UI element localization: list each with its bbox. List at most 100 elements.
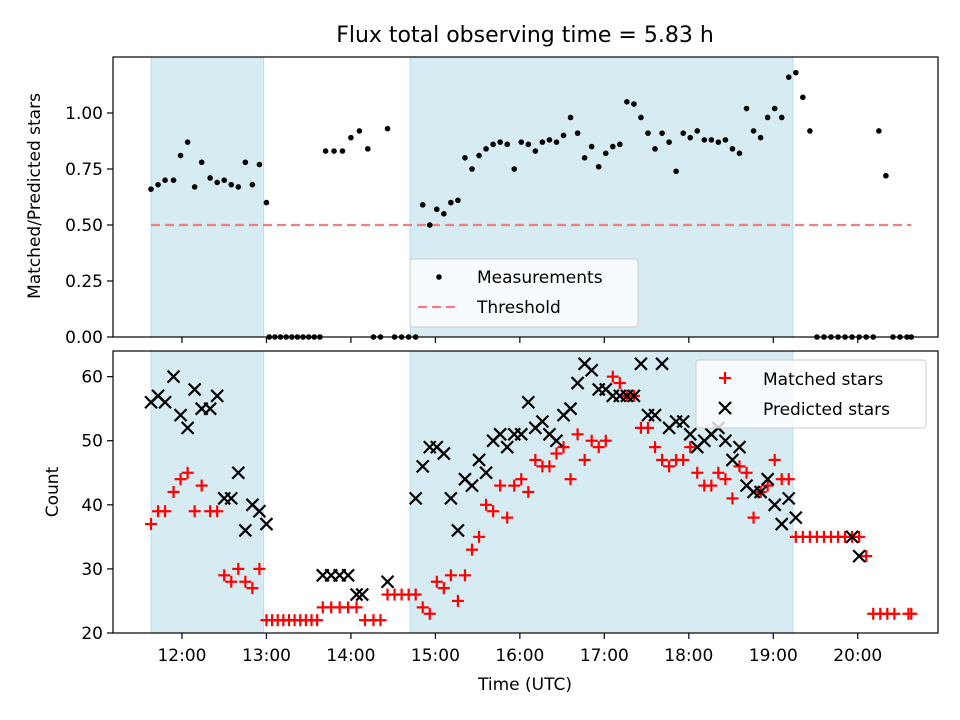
matched-star-point — [733, 460, 746, 473]
predicted-star-point — [408, 491, 423, 506]
measurement-point — [609, 143, 616, 150]
predicted-star-point — [781, 491, 796, 506]
measurement-point — [207, 175, 213, 181]
y-tick-label: 30 — [81, 560, 103, 580]
matched-star-point — [225, 575, 238, 588]
matched-star-point — [712, 466, 725, 479]
measurement-point — [687, 134, 694, 141]
top-title: Flux total observing time = 5.83 h — [336, 23, 714, 48]
matched-star-point — [663, 460, 676, 473]
legend-measurements-label: Measurements — [477, 268, 603, 288]
measurement-point — [198, 159, 205, 166]
matched-star-point — [656, 453, 669, 466]
x-stroke — [158, 395, 172, 410]
top-y-ticks: 0.00 0.25 0.50 0.75 1.00 — [65, 104, 113, 348]
measurement-point — [736, 150, 743, 157]
x-stroke — [774, 517, 789, 531]
predicted-star-point — [845, 530, 859, 544]
x-stroke — [444, 491, 458, 506]
matched-star-point — [350, 601, 363, 614]
x-stroke — [549, 433, 564, 448]
measurement-point — [148, 186, 154, 192]
predicted-star-point — [341, 568, 355, 583]
matched-star-point — [494, 479, 507, 492]
predicted-star-point — [451, 523, 465, 538]
predicted-star-point — [514, 427, 529, 442]
measurement-point — [800, 94, 806, 101]
x-tick-label: 15:00 — [411, 646, 460, 666]
predicted-star-point — [563, 401, 578, 416]
predicted-star-point — [648, 408, 662, 422]
measurement-point — [539, 139, 546, 145]
matched-star-point — [515, 473, 528, 486]
predicted-star-point — [655, 357, 669, 371]
x-stroke — [767, 498, 782, 512]
matched-star-point — [451, 594, 464, 607]
matched-star-point — [585, 434, 598, 447]
predicted-star-point — [210, 389, 224, 403]
x-stroke — [732, 440, 747, 454]
measurement-point — [659, 130, 665, 136]
measurement-point — [419, 202, 426, 208]
measurement-point — [469, 166, 475, 172]
matched-star-point — [888, 607, 901, 620]
x-stroke — [465, 478, 479, 493]
measurement-point — [729, 146, 736, 152]
matched-star-point — [740, 466, 753, 479]
matched-star-point — [641, 421, 654, 434]
matched-star-point — [211, 505, 224, 518]
x-stroke — [493, 427, 507, 442]
matched-star-point — [571, 428, 584, 441]
measurement-point — [525, 141, 532, 148]
shaded-interval — [150, 56, 265, 338]
x-stroke — [739, 478, 754, 493]
predicted-star-point — [535, 414, 550, 429]
matched-star-point — [466, 543, 479, 556]
predicted-star-point — [584, 363, 599, 378]
measurement-point — [448, 199, 454, 206]
bottom-ylabel: Count — [43, 466, 63, 517]
predicted-stars-series — [144, 357, 866, 602]
legend-threshold-label: Threshold — [476, 298, 561, 318]
x-stroke — [341, 568, 355, 583]
measurement-point — [617, 141, 623, 148]
measurement-point — [228, 181, 235, 188]
x-stroke — [598, 382, 613, 397]
x-stroke — [380, 574, 395, 589]
predicted-star-point — [238, 523, 253, 538]
legend-predicted-marker — [718, 401, 732, 415]
matched-star-point — [487, 505, 500, 518]
predicted-star-point — [627, 389, 641, 403]
x-stroke — [166, 369, 181, 384]
measurement-point — [673, 168, 679, 175]
y-tick-label: 60 — [81, 368, 103, 388]
measurement-point — [511, 166, 518, 172]
x-stroke — [845, 530, 859, 544]
measurement-point — [365, 146, 371, 152]
legend-measurements-marker — [436, 274, 442, 280]
x-stroke — [577, 357, 592, 371]
bottom-xlabel: Time (UTC) — [477, 675, 572, 695]
predicted-star-point — [231, 465, 246, 480]
predicted-star-point — [683, 427, 697, 442]
x-stroke — [458, 472, 472, 486]
measurement-point — [750, 128, 757, 134]
measurement-point — [170, 177, 177, 183]
x-tick-label: 20:00 — [833, 646, 882, 666]
measurement-point — [793, 69, 799, 76]
matched-star-point — [557, 441, 570, 454]
matched-star-point — [444, 569, 457, 582]
predicted-star-point — [500, 440, 514, 454]
predicted-star-point — [355, 587, 369, 602]
predicted-star-point — [173, 408, 188, 422]
predicted-star-point — [472, 453, 486, 467]
measurement-point — [743, 105, 750, 112]
matched-star-point — [145, 518, 158, 531]
x-stroke — [430, 440, 444, 454]
measurement-point — [356, 128, 363, 134]
x-stroke — [570, 376, 585, 390]
matched-star-point — [726, 492, 739, 505]
predicted-star-point — [732, 440, 747, 454]
matched-star-point — [174, 473, 187, 486]
measurement-point — [177, 152, 184, 159]
